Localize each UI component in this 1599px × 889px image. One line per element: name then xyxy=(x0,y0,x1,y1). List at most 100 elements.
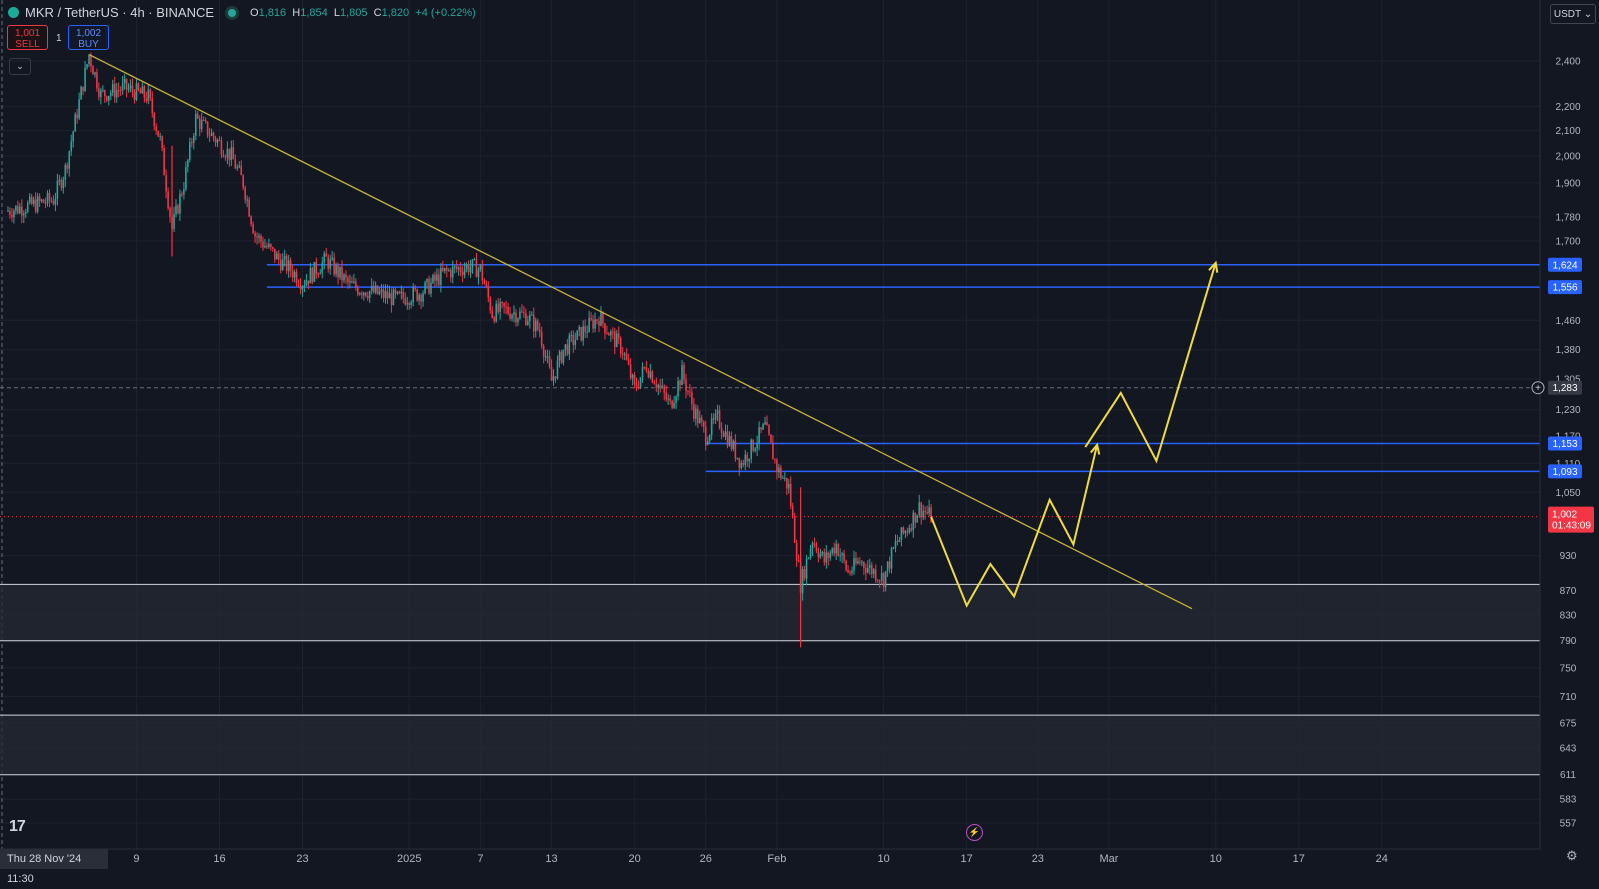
close-value: 1,820 xyxy=(381,6,410,19)
candle-body-up xyxy=(109,92,112,96)
gear-icon[interactable]: ⚙ xyxy=(1566,848,1578,863)
open-value: 1,816 xyxy=(258,6,287,19)
candle-body-up xyxy=(159,136,161,138)
candle-body-up xyxy=(574,339,577,345)
candle-body-up xyxy=(187,159,189,167)
support-zone xyxy=(0,715,1540,775)
descending-trendline xyxy=(88,53,1193,610)
candle-body-down xyxy=(532,314,535,332)
candle-body-down xyxy=(833,547,836,554)
candle-body-up xyxy=(147,89,150,102)
candle-body-down xyxy=(372,285,375,293)
candle-body-up xyxy=(216,140,219,143)
candle-body-up xyxy=(15,205,17,211)
price-tick-label: 1,700 xyxy=(1555,236,1580,247)
candle-body-up xyxy=(886,561,889,572)
order-quantity[interactable]: 1 xyxy=(56,33,62,44)
candle-body-down xyxy=(256,236,258,238)
candle-body-up xyxy=(513,312,515,315)
candle-body-down xyxy=(34,199,37,212)
candle-body-up xyxy=(754,448,756,451)
candle-body-up xyxy=(716,410,719,414)
sell-label: SELL xyxy=(15,39,40,50)
candle-body-down xyxy=(697,408,699,424)
time-tick-label: 13 xyxy=(545,853,557,865)
candle-body-up xyxy=(210,132,213,136)
candle-body-down xyxy=(487,286,490,298)
candle-body-down xyxy=(315,261,318,275)
candle-body-up xyxy=(530,314,533,316)
candle-body-down xyxy=(133,91,136,100)
candle-body-up xyxy=(40,199,43,202)
candle-body-up xyxy=(276,253,278,260)
time-tick-label: 2025 xyxy=(397,853,421,865)
candle-body-up xyxy=(479,264,482,270)
candle-body-up xyxy=(335,265,337,275)
candle-body-up xyxy=(610,331,612,336)
candle-body-up xyxy=(392,289,395,306)
buy-button[interactable]: 1,002 BUY xyxy=(68,25,109,50)
low-label: L xyxy=(333,6,340,19)
candle-body-down xyxy=(222,154,225,157)
candle-body-up xyxy=(323,253,326,263)
candle-body-up xyxy=(805,558,808,579)
candle-body-down xyxy=(137,83,140,90)
candle-body-down xyxy=(813,543,816,545)
candle-body-down xyxy=(341,266,343,281)
candle-body-up xyxy=(756,443,758,449)
candle-body-down xyxy=(679,380,681,386)
candle-body-up xyxy=(807,557,810,559)
price-tick-label: 830 xyxy=(1560,610,1577,621)
candle-body-down xyxy=(789,483,792,507)
candle-body-down xyxy=(849,572,851,574)
candle-body-down xyxy=(596,319,598,322)
lightning-icon[interactable]: ⚡ xyxy=(966,824,983,841)
candle-body-up xyxy=(880,573,883,581)
candle-body-up xyxy=(657,385,660,388)
level-price-label: 1,153 xyxy=(1552,439,1577,450)
candle-body-up xyxy=(821,551,824,554)
candle-body-down xyxy=(212,132,215,138)
candle-body-up xyxy=(396,291,399,294)
candle-body-down xyxy=(408,303,411,306)
sell-price: 1,001 xyxy=(14,28,41,39)
candle-body-up xyxy=(179,194,181,214)
candle-body-down xyxy=(90,54,92,67)
candle-body-up xyxy=(28,196,31,203)
candle-body-down xyxy=(202,119,205,121)
candle-body-up xyxy=(568,335,571,355)
candle-body-down xyxy=(803,569,806,579)
candle-body-up xyxy=(764,422,766,425)
candle-body-down xyxy=(117,90,120,92)
candle-body-down xyxy=(874,569,877,581)
collapse-button[interactable]: ⌄ xyxy=(9,58,31,75)
candle-body-down xyxy=(795,542,798,561)
candle-body-up xyxy=(64,165,67,180)
candle-body-up xyxy=(111,83,114,93)
time-tick-label: Mar xyxy=(1100,853,1119,865)
candle-body-down xyxy=(855,558,857,564)
candle-body-down xyxy=(924,510,926,513)
price-axis[interactable]: 2,400 2,200 2,100 2,000 1,900 1,780 1,700 1,460… xyxy=(1531,0,1599,869)
high-label: H xyxy=(292,6,301,19)
currency-select[interactable]: USDT ⌄ xyxy=(1550,4,1596,24)
candle-body-down xyxy=(536,320,539,330)
candle-body-up xyxy=(78,99,80,119)
candle-body-down xyxy=(497,303,499,312)
candle-body-up xyxy=(246,199,248,201)
price-chart[interactable]: 2,400 2,200 2,100 2,000 1,900 1,780 1,700 1,460… xyxy=(0,0,1599,869)
candle-body-down xyxy=(272,247,274,249)
candle-body-up xyxy=(556,360,559,379)
candle-body-down xyxy=(882,573,885,588)
time-tick-label: 17 xyxy=(1293,853,1305,865)
candle-body-up xyxy=(714,413,717,420)
candle-body-down xyxy=(554,376,557,379)
candle-body-down xyxy=(386,291,389,299)
candle-body-down xyxy=(196,113,199,119)
time-axis[interactable]: 9 16 23 2025 7 13 20 26 Feb 10 17 23 Mar 10 17 24 xyxy=(0,848,1540,869)
candle-body-up xyxy=(744,454,747,465)
candle-body-up xyxy=(380,289,383,292)
sell-button[interactable]: 1,001 SELL xyxy=(7,25,48,50)
candle-body-up xyxy=(436,274,438,281)
symbol-title[interactable]: MKR / TetherUS · 4h · BINANCE xyxy=(25,5,215,20)
